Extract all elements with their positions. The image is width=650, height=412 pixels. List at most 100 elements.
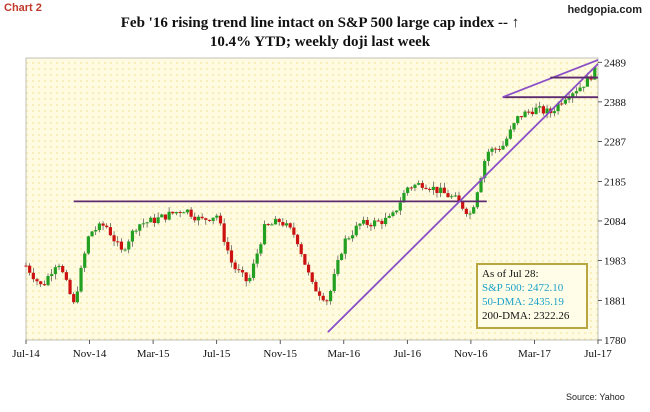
candle-body: [373, 220, 377, 227]
candle-body: [439, 187, 443, 193]
candle-body: [461, 201, 465, 209]
candle-body: [527, 111, 531, 113]
candle-body: [534, 107, 538, 115]
candle-body: [61, 265, 65, 273]
chart-number-label: Chart 2: [4, 2, 42, 14]
candle-body: [211, 217, 215, 221]
candle-body: [204, 218, 208, 220]
candle-body: [563, 99, 568, 104]
x-tick-label: Jul-16: [394, 348, 422, 360]
candle-body: [262, 224, 267, 245]
candle-body: [200, 216, 204, 219]
candle-body: [39, 281, 43, 285]
candle-body: [574, 91, 579, 94]
candle-body: [582, 86, 586, 88]
candle-body: [325, 300, 329, 302]
candle-body: [248, 277, 252, 282]
candle-body: [46, 276, 50, 286]
x-tick-label: Nov-15: [263, 348, 297, 360]
candle-body: [350, 235, 355, 239]
candle-body: [417, 183, 421, 185]
candle-body: [185, 209, 190, 213]
candle-body: [281, 222, 285, 226]
candle-body: [167, 211, 171, 220]
candle-body: [431, 186, 435, 191]
candle-body: [402, 192, 406, 203]
candle-body: [306, 264, 311, 273]
brand-label: hedgopia.com: [567, 4, 642, 16]
candle-body: [31, 272, 35, 280]
candle-body: [358, 223, 362, 226]
candle-body: [295, 234, 300, 245]
y-tick-label: 2287: [604, 136, 627, 148]
candle-body: [424, 187, 428, 189]
candle-body: [317, 291, 322, 296]
x-tick-label: Nov-14: [73, 348, 107, 360]
candle-body: [229, 250, 234, 263]
candle-body: [196, 216, 201, 221]
x-tick-label: Jul-14: [12, 348, 40, 360]
candle-body: [112, 235, 116, 242]
candle-body: [354, 225, 358, 236]
candle-body: [152, 217, 157, 224]
candle-body: [479, 178, 483, 193]
candle-body: [435, 186, 439, 193]
candle-body: [94, 230, 98, 232]
candle-body: [560, 103, 564, 105]
candle-body: [303, 254, 307, 265]
candle-body: [28, 265, 32, 273]
candle-body: [343, 238, 347, 254]
candle-body: [226, 241, 230, 251]
candle-body: [266, 224, 270, 226]
candle-body: [361, 219, 366, 224]
y-tick-label: 2185: [604, 176, 627, 188]
info-200dma: 200-DMA: 2322.26: [482, 310, 570, 322]
candle-body: [376, 220, 380, 222]
candle-body: [571, 93, 575, 98]
x-tick-label: Mar-17: [518, 348, 551, 360]
candle-body: [497, 149, 501, 151]
candle-body: [105, 225, 109, 228]
candle-body: [380, 220, 384, 225]
candle-body: [178, 212, 182, 214]
candle-body: [475, 192, 479, 208]
candle-body: [222, 223, 226, 242]
candle-body: [585, 76, 590, 87]
candle-body: [567, 97, 571, 100]
candle-body: [483, 161, 487, 179]
candle-body: [413, 184, 417, 188]
x-tick-label: Mar-15: [137, 348, 170, 360]
candle-body: [72, 294, 76, 303]
candle-body: [108, 227, 112, 236]
source-label: Source: Yahoo: [566, 392, 625, 402]
y-tick-label: 1983: [604, 255, 627, 267]
candle-body: [398, 202, 402, 211]
candle-body: [593, 67, 597, 80]
candle-body: [314, 281, 318, 292]
candle-body: [508, 129, 512, 139]
candle-body: [284, 223, 289, 226]
candle-body: [119, 241, 124, 250]
y-tick-label: 2084: [604, 216, 627, 228]
candle-body: [24, 265, 28, 267]
candle-body: [50, 274, 54, 277]
chart-title: Feb '16 rising trend line intact on S&P …: [120, 15, 520, 50]
candle-body: [395, 210, 399, 213]
candle-body: [339, 253, 344, 260]
info-sp500: S&P 500: 2472.10: [482, 282, 564, 294]
candle-body: [321, 295, 325, 301]
candle-body: [83, 253, 87, 268]
candle-body: [406, 187, 410, 193]
candle-body: [237, 269, 241, 271]
candle-body: [57, 265, 61, 268]
y-tick-label: 2489: [604, 57, 627, 69]
candle-body: [505, 138, 509, 146]
candle-body: [207, 219, 212, 221]
candle-body: [541, 106, 545, 114]
candle-body: [42, 284, 46, 286]
candle-body: [453, 195, 457, 197]
candle-body: [409, 187, 413, 189]
candle-body: [233, 262, 237, 270]
